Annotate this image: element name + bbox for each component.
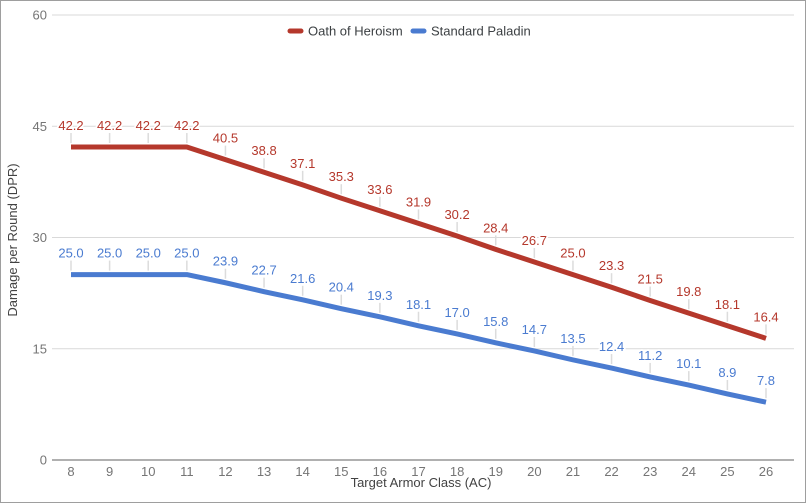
- data-label-standard-paladin: 13.5: [560, 331, 585, 346]
- x-tick-label: 8: [67, 464, 74, 479]
- y-tick-label: 0: [40, 453, 47, 468]
- data-label-oath-of-heroism: 25.0: [560, 246, 585, 261]
- series-line-oath-of-heroism[interactable]: [71, 144, 767, 341]
- x-tick-label: 26: [759, 464, 773, 479]
- x-tick-label: 23: [643, 464, 657, 479]
- x-tick-label: 18: [450, 464, 464, 479]
- y-axis-title: Damage per Round (DPR): [5, 163, 20, 316]
- data-label-oath-of-heroism: 18.1: [715, 297, 740, 312]
- y-axis-tick-labels: 0 15 30 45 60: [33, 8, 47, 468]
- data-label-standard-paladin: 25.0: [136, 246, 161, 261]
- data-label-oath-of-heroism: 19.8: [676, 284, 701, 299]
- x-axis-title: Target Armor Class (AC): [351, 475, 492, 490]
- data-label-oath-of-heroism: 42.2: [136, 118, 161, 133]
- data-label-oath-of-heroism: 33.6: [367, 182, 392, 197]
- data-label-oath-of-heroism: 30.2: [444, 207, 469, 222]
- data-label-oath-of-heroism: 28.4: [483, 220, 508, 235]
- x-tick-label: 13: [257, 464, 271, 479]
- legend: Oath of Heroism Standard Paladin: [287, 24, 531, 39]
- data-label-oath-of-heroism: 42.2: [58, 118, 83, 133]
- data-label-oath-of-heroism: 21.5: [638, 272, 663, 287]
- data-label-oath-of-heroism: 26.7: [522, 233, 547, 248]
- data-label-standard-paladin: 12.4: [599, 339, 624, 354]
- data-label-standard-paladin: 15.8: [483, 314, 508, 329]
- x-tick-label: 15: [334, 464, 348, 479]
- x-tick-label: 19: [488, 464, 502, 479]
- data-label-standard-paladin: 21.6: [290, 271, 315, 286]
- y-tick-label: 15: [33, 341, 47, 356]
- data-label-oath-of-heroism: 35.3: [329, 169, 354, 184]
- data-label-oath-of-heroism: 38.8: [251, 143, 276, 158]
- data-label-standard-paladin: 25.0: [174, 246, 199, 261]
- gridlines: [52, 14, 794, 461]
- x-tick-label: 25: [720, 464, 734, 479]
- data-label-stems: [70, 133, 767, 399]
- data-label-standard-paladin: 23.9: [213, 254, 238, 269]
- legend-item-standard-paladin[interactable]: Standard Paladin: [410, 24, 531, 39]
- data-label-standard-paladin: 25.0: [58, 246, 83, 261]
- x-tick-label: 21: [566, 464, 580, 479]
- data-label-standard-paladin: 20.4: [329, 280, 354, 295]
- data-label-oath-of-heroism: 42.2: [174, 118, 199, 133]
- x-axis-tick-labels: 8 9 10 11 12 13 14 15 16 17 18 19 20 21 22 23 24 25 26: [67, 464, 773, 479]
- data-label-standard-paladin: 25.0: [97, 246, 122, 261]
- data-label-standard-paladin: 19.3: [367, 288, 392, 303]
- x-tick-label: 17: [411, 464, 425, 479]
- x-tick-label: 20: [527, 464, 541, 479]
- x-tick-label: 24: [682, 464, 696, 479]
- data-label-oath-of-heroism: 37.1: [290, 156, 315, 171]
- series-lines: [71, 144, 767, 405]
- data-label-oath-of-heroism: 23.3: [599, 258, 624, 273]
- y-tick-label: 30: [33, 230, 47, 245]
- legend-label-standard-paladin: Standard Paladin: [431, 24, 531, 39]
- legend-item-oath-of-heroism[interactable]: Oath of Heroism: [287, 24, 403, 39]
- data-label-standard-paladin: 11.2: [638, 348, 662, 363]
- data-label-standard-paladin: 17.0: [444, 305, 469, 320]
- data-label-standard-paladin: 8.9: [718, 365, 736, 380]
- data-label-oath-of-heroism: 16.4: [753, 309, 778, 324]
- data-label-oath-of-heroism: 42.2: [97, 118, 122, 133]
- data-label-standard-paladin: 14.7: [522, 322, 547, 337]
- x-tick-label: 10: [141, 464, 155, 479]
- data-labels: 42.2 42.2 42.2 42.2 40.5 38.8 37.1 35.3 33.6 31.9…: [57, 116, 781, 390]
- x-tick-label: 22: [604, 464, 618, 479]
- data-label-standard-paladin: 10.1: [676, 356, 701, 371]
- data-label-standard-paladin: 18.1: [406, 297, 431, 312]
- x-tick-label: 14: [295, 464, 309, 479]
- series-line-standard-paladin[interactable]: [71, 272, 767, 405]
- x-tick-label: 11: [180, 464, 194, 479]
- data-label-standard-paladin: 7.8: [757, 373, 775, 388]
- legend-label-oath-of-heroism: Oath of Heroism: [308, 24, 403, 39]
- data-label-oath-of-heroism: 31.9: [406, 194, 431, 209]
- x-tick-label: 12: [218, 464, 232, 479]
- y-tick-label: 60: [33, 8, 47, 23]
- y-tick-label: 45: [33, 119, 47, 134]
- data-label-oath-of-heroism: 40.5: [213, 131, 238, 146]
- data-label-standard-paladin: 22.7: [251, 263, 276, 278]
- x-tick-label: 16: [373, 464, 387, 479]
- x-tick-label: 9: [106, 464, 113, 479]
